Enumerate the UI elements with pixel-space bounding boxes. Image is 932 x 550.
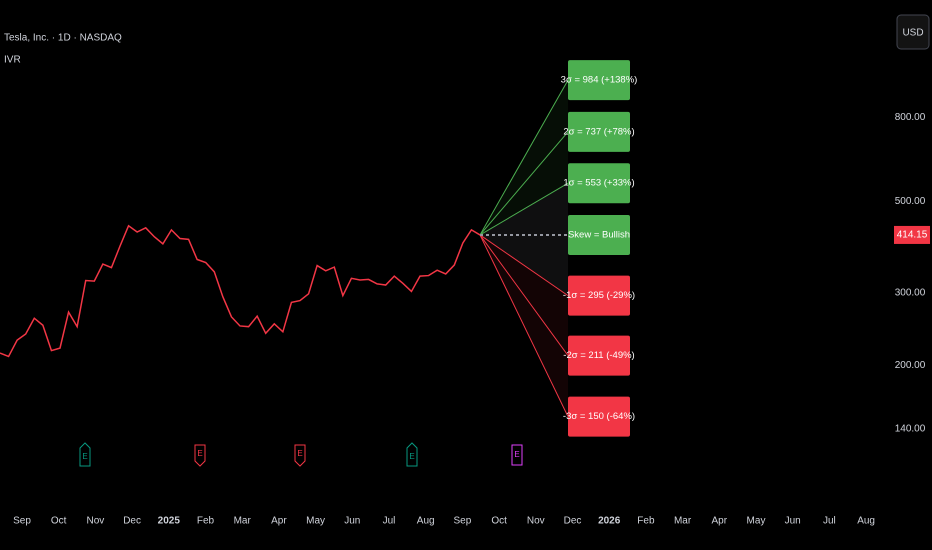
cone-line — [479, 234, 569, 356]
x-tick-label: Jun — [785, 516, 801, 527]
cone-line — [479, 234, 569, 417]
skew-label-text: Skew = Bullish — [568, 229, 630, 240]
cone-label-box — [568, 335, 630, 376]
x-tick-label: Oct — [51, 516, 67, 527]
x-tick-label: May — [747, 516, 766, 527]
x-tick-label: Mar — [674, 516, 692, 527]
cone-line — [479, 131, 569, 236]
cone-line — [479, 182, 569, 236]
earnings-text: E — [297, 449, 302, 458]
symbol-title: Tesla, Inc. · 1D · NASDAQ — [4, 33, 122, 44]
cone-label-box — [568, 163, 630, 204]
x-tick-label: Feb — [637, 516, 655, 527]
cone-label-text: -2σ = 211 (-49%) — [563, 350, 634, 361]
last-price-label: 414.15 — [897, 230, 928, 241]
x-tick-label: Jul — [383, 516, 396, 527]
currency-button[interactable] — [896, 14, 930, 50]
x-tick-label: Dec — [564, 516, 582, 527]
x-tick-label: Nov — [87, 516, 105, 527]
y-tick-label: 200.00 — [895, 360, 926, 371]
x-tick-label: Nov — [527, 516, 545, 527]
x-tick-label: 2025 — [158, 516, 181, 527]
x-tick-label: Jun — [344, 516, 360, 527]
x-tick-label: Jul — [823, 516, 836, 527]
earnings-marker: E — [194, 444, 206, 467]
earnings-text: E — [197, 449, 202, 458]
cone-label: 3σ = 984 (+138%) — [561, 60, 638, 101]
x-tick-label: Mar — [234, 516, 252, 527]
cone-label-text: 1σ = 553 (+33%) — [563, 178, 634, 189]
cone-label: 1σ = 553 (+33%) — [563, 163, 635, 204]
cone-label-box — [568, 275, 630, 316]
cone-label: -2σ = 211 (-49%) — [563, 335, 635, 376]
y-tick-label: 140.00 — [895, 424, 926, 435]
earnings-text: E — [514, 450, 519, 459]
cone-line — [479, 79, 569, 236]
earnings-markers: E E E E E — [79, 442, 523, 467]
cone-label-text: -1σ = 295 (-29%) — [563, 290, 635, 301]
x-tick-label: Oct — [491, 516, 507, 527]
cone-label-box — [568, 111, 630, 152]
x-tick-label: Apr — [712, 516, 728, 527]
cone-label: 2σ = 737 (+78%) — [563, 111, 635, 152]
earnings-marker: E — [79, 442, 91, 467]
x-tick-label: May — [306, 516, 325, 527]
skew-label-box — [568, 214, 630, 255]
earnings-marker: E — [406, 442, 418, 467]
x-tick-label: Aug — [857, 516, 875, 527]
x-tick-label: Dec — [123, 516, 141, 527]
earnings-text: E — [82, 452, 87, 461]
cone-label: -1σ = 295 (-29%) — [563, 275, 635, 316]
cone-label-box — [568, 60, 630, 101]
cone-label-text: -3σ = 150 (-64%) — [563, 411, 635, 422]
y-tick-label: 800.00 — [895, 112, 926, 123]
cone-line — [479, 234, 569, 297]
cone-label-text: 3σ = 984 (+138%) — [561, 75, 638, 86]
x-tick-label: Feb — [197, 516, 215, 527]
currency-label[interactable]: USD — [902, 28, 923, 39]
y-tick-label: 300.00 — [895, 287, 926, 298]
x-tick-label: Apr — [271, 516, 287, 527]
price-line — [0, 224, 481, 358]
x-tick-label: Aug — [417, 516, 435, 527]
earnings-text: E — [409, 452, 414, 461]
earnings-marker: E — [511, 444, 523, 466]
cone-label-box — [568, 396, 630, 437]
cone-label: -3σ = 150 (-64%) — [563, 396, 635, 437]
x-tick-label: 2026 — [598, 516, 621, 527]
cone-label-text: 2σ = 737 (+78%) — [563, 126, 634, 137]
indicator-label: IVR — [4, 55, 21, 66]
cone-area — [480, 183, 568, 296]
x-tick-label: Sep — [454, 516, 472, 527]
x-tick-label: Sep — [13, 516, 31, 527]
last-price-box — [894, 225, 930, 244]
earnings-marker: E — [294, 444, 306, 467]
y-tick-label: 500.00 — [895, 196, 926, 207]
